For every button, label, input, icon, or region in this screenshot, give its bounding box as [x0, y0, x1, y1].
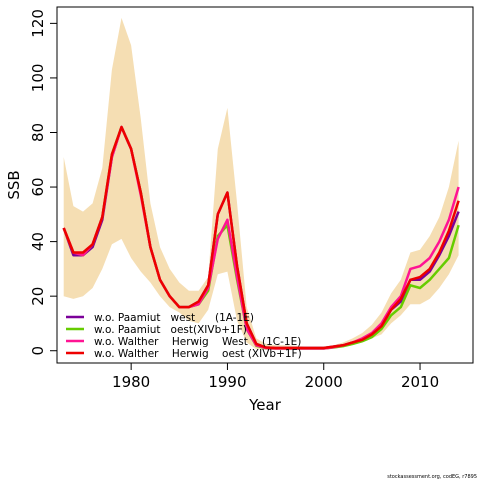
x-tick-label: 1990: [208, 373, 246, 391]
legend-label-3: w.o. Walther Herwig West: [94, 336, 248, 348]
legend: w.o. Paamiut west (1A-1E)w.o. Paamiut oes…: [66, 312, 302, 360]
x-tick-label: 2010: [401, 373, 439, 391]
y-tick-label: 80: [29, 123, 47, 142]
y-tick-label: 40: [29, 232, 47, 251]
x-axis-title: Year: [248, 396, 282, 414]
x-tick-label: 2000: [305, 373, 343, 391]
legend-label-2: w.o. Paamiut oest(XIVb+1F): [94, 324, 247, 336]
legend-extra-1: (1A-1E): [215, 312, 254, 324]
y-tick-label: 100: [29, 64, 47, 93]
x-tick-label: 1980: [112, 373, 150, 391]
y-tick-label: 60: [29, 177, 47, 196]
y-axis-title: SSB: [5, 170, 23, 199]
x-axis: 1980 1990 2000 2010: [112, 362, 439, 391]
legend-label-4: w.o. Walther Herwig oest (XIVb+1F): [94, 348, 302, 360]
y-tick-label: 120: [29, 9, 47, 38]
confidence-band: [63, 17, 459, 350]
y-tick-label: 0: [29, 346, 47, 356]
credit-text: stockassessment.org, codEG, r7895: [387, 474, 477, 480]
y-tick-label: 20: [29, 287, 47, 306]
series-line-4: [62, 125, 460, 350]
y-axis: 0 20 40 60 80 100 120: [29, 9, 58, 356]
series-lines-layer: [62, 125, 460, 350]
confidence-band-layer: [63, 17, 459, 350]
legend-label-1: w.o. Paamiut west: [94, 312, 195, 324]
legend-extra-3: (1C-1E): [262, 336, 301, 348]
